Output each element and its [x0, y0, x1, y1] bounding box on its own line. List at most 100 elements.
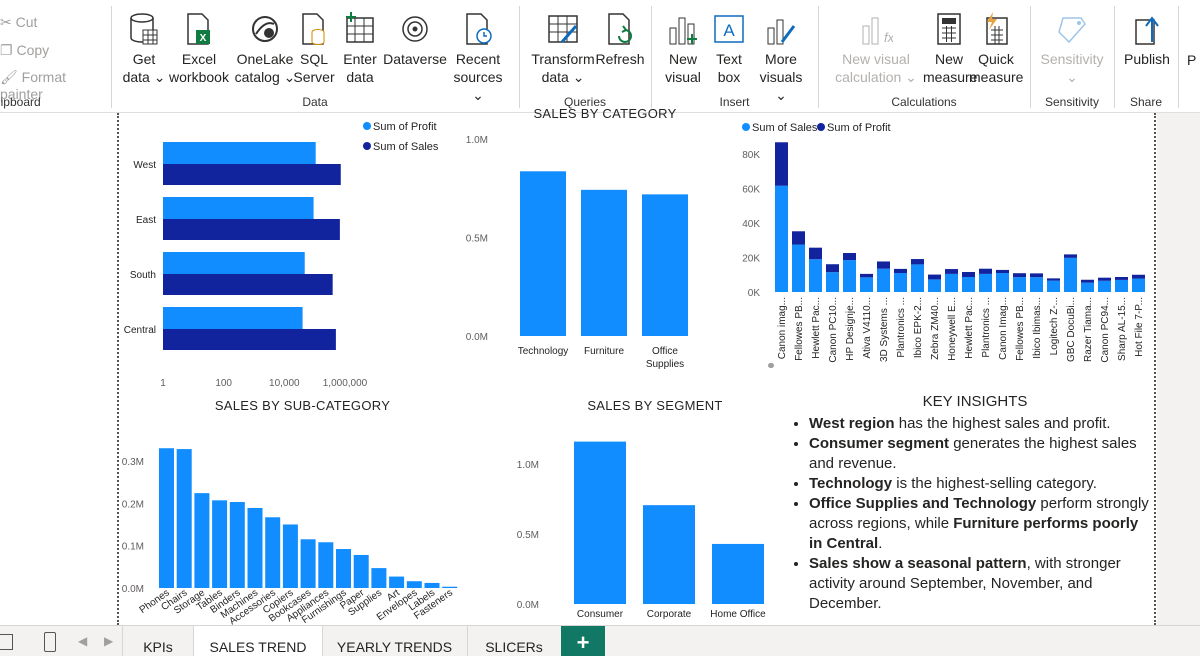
y-tick-label: 1.0M: [466, 135, 488, 146]
desktop-view-icon[interactable]: [0, 634, 13, 650]
bar: [265, 517, 281, 588]
legend-label: Sum of Sales: [752, 122, 818, 134]
bar: [406, 581, 422, 588]
tab-yearly-trends[interactable]: YEARLY TRENDS: [322, 626, 468, 656]
insight-item: Office Supplies and Technology perform s…: [809, 494, 1155, 554]
more-visuals-icon: [767, 19, 796, 45]
y-tick-label: 0.5M: [517, 530, 539, 541]
insert-group-label: Insert: [719, 95, 750, 109]
y-tick-label: 0K: [748, 288, 761, 299]
more-visuals-label-2: visuals ⌄: [759, 69, 803, 103]
add-page-button[interactable]: +: [561, 626, 605, 656]
text-box-button[interactable]: A Text box: [708, 12, 750, 86]
tab-sales-trend[interactable]: SALES TREND: [193, 626, 323, 656]
sql-server-button[interactable]: SQL Server: [292, 12, 336, 86]
bar: [194, 493, 210, 588]
ribbon-separator: [1030, 6, 1031, 108]
x-tick-label: 100: [215, 378, 232, 389]
tab-kpis[interactable]: KPIs: [122, 626, 193, 656]
sales-segment: [911, 264, 924, 292]
transform-data-icon: [548, 15, 578, 43]
tab-slicers[interactable]: SLICERs: [485, 639, 543, 655]
tab-scroll-right-icon[interactable]: ▶: [104, 634, 114, 648]
mobile-view-icon[interactable]: [44, 632, 56, 652]
sales-segment: [809, 259, 822, 292]
insight-text: is the highest-selling category.: [892, 475, 1097, 492]
quick-measure-button[interactable]: Quick measure: [969, 12, 1023, 86]
sales-by-subcategory-chart[interactable]: 0.0M0.1M0.2M0.3MPhonesChairsStorageTable…: [115, 418, 485, 625]
key-insights-textbox[interactable]: KEY INSIGHTS West region has the highest…: [795, 392, 1155, 614]
new-measure-label-2: measure: [923, 69, 978, 85]
enter-data-button[interactable]: Enter data: [338, 12, 382, 86]
sql-label-1: SQL: [299, 51, 328, 67]
profit-segment: [1047, 278, 1060, 281]
profit-segment: [775, 142, 788, 186]
copy-icon: ❐: [0, 42, 13, 58]
x-tick-label: 10,000: [269, 378, 300, 389]
onelake-label-2: catalog ⌄: [234, 69, 296, 85]
profit-segment: [860, 273, 873, 278]
category-label: Ibico EPK-2...: [913, 297, 924, 358]
new-visual-label-1: New: [668, 51, 697, 67]
sales-segment: [1132, 278, 1145, 292]
format-painter-button[interactable]: 🖌 Format painter: [0, 69, 110, 102]
canvas-margin: [1157, 113, 1200, 625]
x-tick-label: 1,000,000: [323, 378, 368, 389]
recent-sources-button[interactable]: Recent sources ⌄: [446, 12, 510, 104]
insight-bold: Technology: [809, 475, 893, 492]
category-label: GBC DocuBi...: [1066, 297, 1077, 362]
transform-data-button[interactable]: Transform data ⌄: [528, 12, 598, 86]
bar: [282, 524, 298, 588]
profit-segment: [843, 253, 856, 261]
insight-text: has the highest sales and profit.: [894, 415, 1111, 432]
category-label: Office Supplies: [646, 346, 684, 370]
data-group: Get data ⌄ X Excel workbook OneLake catalog…: [112, 0, 518, 112]
page-border-right: [1154, 113, 1156, 625]
new-visual-button[interactable]: New visual: [660, 12, 706, 86]
overflow-button[interactable]: P: [1187, 52, 1197, 68]
excel-workbook-button[interactable]: X Excel workbook: [166, 12, 232, 86]
sql-server-icon: [302, 13, 325, 45]
sales-by-segment-chart[interactable]: 0.0M 0.5M 1.0M Consumer Corporate Home Office: [485, 418, 785, 625]
cut-button[interactable]: ✂ Cut: [0, 14, 37, 31]
dataverse-button[interactable]: Dataverse: [382, 12, 448, 68]
category-label: Furniture: [584, 346, 624, 357]
bar: [643, 505, 695, 604]
copy-button[interactable]: ❐ Copy: [0, 42, 49, 59]
insight-bold: Consumer segment: [809, 435, 950, 452]
bar: [424, 582, 440, 588]
bar: [300, 539, 316, 588]
insight-bold: Furniture performs poorly in Central: [809, 515, 1139, 552]
recent-label-1: Recent: [455, 51, 501, 67]
onelake-catalog-button[interactable]: OneLake catalog ⌄: [230, 12, 300, 86]
calculations-group-label: Calculations: [891, 95, 957, 109]
insight-bold: Sales show a seasonal pattern: [809, 555, 1027, 572]
y-tick-label: 40K: [742, 219, 760, 230]
sales-by-category-chart[interactable]: 0.0M 0.5M 1.0M Technology Furniture Office Sup…: [460, 125, 710, 385]
sensitivity-group-label: Sensitivity: [1044, 95, 1100, 109]
scrollbar-thumb: [768, 363, 774, 368]
profit-segment: [996, 269, 1009, 274]
sensitivity-button[interactable]: Sensitivity ⌄: [1037, 12, 1107, 86]
sales-bar: [163, 274, 333, 295]
ribbon-separator: [651, 6, 652, 108]
bar: [159, 448, 174, 588]
new-visual-calculation-button[interactable]: fx New visual calculation ⌄: [827, 12, 925, 86]
refresh-label: Refresh: [595, 51, 645, 67]
sales-by-product-chart[interactable]: Sum of Sales Sum of Profit 0K 20K 40K 60K 80K C…: [730, 113, 1150, 375]
sales-segment: [1030, 277, 1043, 292]
get-data-button[interactable]: Get data ⌄: [120, 12, 168, 86]
insight-text: perform strongly across regions, while: [809, 495, 1149, 532]
sales-profit-by-region-chart[interactable]: Sum of Profit Sum of Sales West East South Ce…: [120, 113, 450, 398]
tab-scroll-left-icon[interactable]: ◀: [78, 634, 88, 648]
y-tick-label: 0.0M: [122, 584, 144, 595]
sales-segment: [894, 273, 907, 292]
enter-data-label-2: data: [346, 69, 374, 85]
new-measure-button[interactable]: New measure: [923, 12, 978, 86]
publish-button[interactable]: Publish: [1119, 12, 1175, 68]
more-visuals-button[interactable]: More visuals ⌄: [752, 12, 810, 104]
page-tabs-bar: ◀ ▶ KPIs SALES TREND YEARLY TRENDS SLICE…: [0, 625, 1200, 656]
dataverse-label: Dataverse: [383, 51, 447, 67]
refresh-button[interactable]: Refresh: [594, 12, 646, 68]
quick-measure-label-1: Quick: [978, 51, 1014, 67]
